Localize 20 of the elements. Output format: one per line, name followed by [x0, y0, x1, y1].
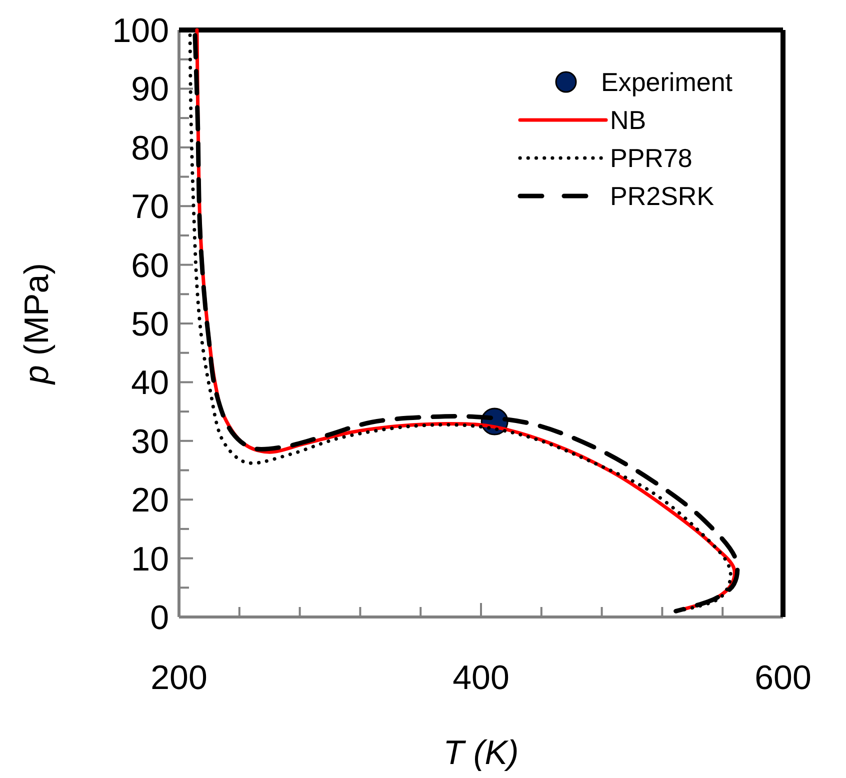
legend-label: Experiment — [601, 67, 734, 97]
y-tick-label: 70 — [131, 188, 169, 226]
legend-label: NB — [610, 105, 646, 135]
y-tick-label: 60 — [131, 246, 169, 285]
y-tick-label: 40 — [131, 364, 169, 402]
y-tick-label: 0 — [150, 599, 169, 637]
y-tick-label: 20 — [131, 482, 169, 520]
y-tick-label: 100 — [112, 12, 169, 50]
y-tick-label: 30 — [131, 422, 169, 461]
legend-label: PPR78 — [610, 143, 692, 173]
y-tick-label: 50 — [131, 306, 169, 344]
x-axis-title: T (K) — [443, 734, 519, 772]
y-tick-label: 90 — [131, 70, 169, 109]
x-tick-label: 200 — [150, 659, 208, 697]
y-tick-label: 80 — [131, 129, 169, 168]
legend-label: PR2SRK — [610, 181, 715, 211]
x-tick-label: 600 — [754, 659, 812, 697]
y-tick-label: 10 — [131, 540, 169, 578]
x-tick-label: 400 — [452, 659, 510, 697]
y-axis-title: p (MPa) — [18, 263, 56, 385]
